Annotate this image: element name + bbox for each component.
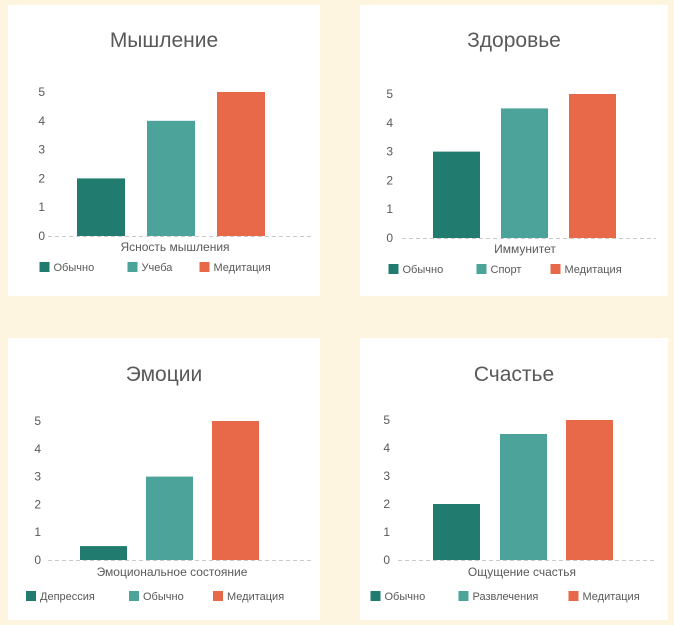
y-tick-label: 3	[38, 143, 45, 157]
chart-panel-emotions: Эмоции 0 1 2 3 4 5 Эмоциональное состояние Депре…	[8, 338, 320, 620]
x-category-label: Ощущение счастья	[468, 565, 576, 579]
bar-2	[217, 92, 265, 236]
y-tick-label: 5	[38, 85, 45, 99]
bar-1	[500, 434, 547, 560]
y-tick-label: 0	[38, 229, 45, 243]
bar-0	[77, 178, 125, 236]
y-tick-label: 1	[38, 200, 45, 214]
chart-panel-health: Здоровье 0 1 2 3 4 5 Иммунитет Обычно Спорт Медита…	[360, 5, 668, 296]
y-tick-label: 2	[386, 173, 393, 187]
bar-2	[212, 421, 259, 560]
y-tick-label: 5	[34, 414, 41, 428]
y-tick-label: 0	[383, 553, 390, 567]
y-tick-label: 5	[383, 413, 390, 427]
bar-1	[147, 120, 195, 236]
chart-emotions: Эмоции 0 1 2 3 4 5 Эмоциональное состояниеДепре…	[26, 363, 313, 603]
legend-label: Обычно	[54, 262, 95, 274]
bar-2	[566, 420, 613, 560]
legend-label: Учеба	[142, 262, 174, 274]
y-tick-label: 0	[34, 553, 41, 567]
legend-label: Медитация	[565, 264, 622, 276]
legend-label: Обычно	[385, 591, 426, 603]
chart-title: Эмоции	[126, 363, 202, 386]
legend-swatch	[370, 591, 381, 601]
bar-1	[501, 108, 548, 239]
y-tick-label: 4	[383, 441, 390, 455]
bar-1	[146, 476, 193, 560]
legend-label: Депрессия	[40, 591, 95, 603]
y-tick-label: 4	[34, 442, 41, 456]
legend-label: Медитация	[214, 262, 271, 274]
x-category-label: Иммунитет	[494, 242, 556, 256]
chart-title: Счастье	[474, 363, 554, 386]
y-tick-label: 2	[383, 497, 390, 511]
y-tick-label: 1	[34, 525, 41, 539]
y-tick-label: 0	[386, 231, 393, 245]
y-tick-label: 1	[383, 525, 390, 539]
y-tick-label: 3	[34, 470, 41, 484]
legend-swatch	[476, 264, 487, 274]
legend-label: Медитация	[227, 591, 284, 603]
bar-0	[433, 151, 480, 238]
legend-swatch	[550, 264, 561, 274]
chart-title: Здоровье	[467, 29, 561, 52]
y-tick-label: 2	[34, 497, 41, 511]
chart-panel-happiness: Счастье 0 1 2 3 4 5 Ощущение счастья Обычно Развл…	[360, 338, 668, 620]
y-tick-label: 2	[38, 171, 45, 185]
chart-health: Здоровье 0 1 2 3 4 5 Иммунитет Обычно Спорт Медита…	[386, 29, 656, 276]
chart-panel-thinking: Мышление 0 1 2 3 4 5 Ясность мышления Обычно Учеб…	[8, 5, 320, 296]
bar-2	[569, 94, 616, 238]
y-tick-label: 5	[386, 87, 393, 101]
chart-thinking: Мышление 0 1 2 3 4 5 Ясность мышления Обычно Учеб…	[38, 29, 313, 274]
legend-swatch	[213, 591, 223, 601]
x-category-label: Ясность мышления	[120, 240, 229, 254]
y-tick-label: 1	[386, 202, 393, 216]
chart-happiness: Счастье 0 1 2 3 4 5 Ощущение счастья Обычно Развл…	[370, 363, 656, 603]
y-tick-label: 3	[383, 469, 390, 483]
legend-swatch	[568, 591, 579, 601]
legend-swatch	[129, 591, 139, 601]
legend-swatch	[127, 262, 138, 272]
y-tick-label: 4	[38, 114, 45, 128]
legend-label: Развлечения	[473, 591, 539, 603]
chart-title: Мышление	[110, 29, 218, 52]
legend-label: Обычно	[143, 591, 184, 603]
legend-label: Медитация	[583, 591, 640, 603]
bar-0	[80, 546, 127, 560]
legend-swatch	[39, 262, 50, 272]
x-category-label: Эмоциональное состояние	[97, 565, 248, 579]
legend-swatch	[26, 591, 36, 601]
legend-swatch	[458, 591, 469, 601]
bar-0	[433, 504, 480, 560]
legend-label: Спорт	[491, 264, 522, 276]
legend-label: Обычно	[403, 264, 444, 276]
y-tick-label: 3	[386, 145, 393, 159]
legend-swatch	[199, 262, 210, 272]
y-tick-label: 4	[386, 116, 393, 130]
legend-swatch	[388, 264, 399, 274]
